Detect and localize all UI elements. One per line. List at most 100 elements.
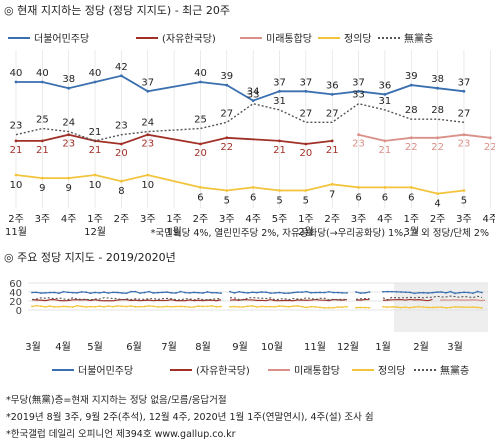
trend-point-justice: [125, 305, 128, 308]
x-tick-week: 1주: [298, 214, 314, 225]
trend-point-justice: [269, 305, 272, 308]
trend-point-democratic: [44, 292, 47, 294]
trend-line-nonpartisan: [229, 297, 348, 301]
trend-point-democratic: [319, 291, 321, 294]
data-label-nonpartisan: 25: [194, 115, 207, 126]
data-point-justice: [436, 192, 439, 196]
trend-point-democratic: [175, 292, 177, 294]
trend-point-democratic: [314, 291, 317, 294]
data-point-justice: [251, 186, 255, 189]
trend-point-justice: [206, 305, 209, 308]
x-tick-week: 3주: [456, 214, 472, 225]
data-label-justice: 9: [66, 183, 72, 194]
trend-point-justice: [391, 306, 393, 308]
data-point-justice: [409, 186, 413, 189]
trend-point-justice: [359, 306, 362, 309]
trend-point-democratic: [332, 291, 335, 294]
data-label-nonpartisan: 31: [379, 96, 392, 107]
data-point-democratic: [436, 86, 439, 90]
data-label-united: 22: [484, 142, 495, 153]
x-tick-month: 11월: [5, 226, 27, 238]
trend-point-justice: [67, 305, 69, 308]
trend-point-justice: [395, 306, 398, 308]
trend-point-democratic: [440, 291, 443, 293]
data-point-democratic: [14, 80, 18, 84]
legend-label-democratic: 더불어민주당: [34, 33, 89, 45]
data-label-democratic: 37: [273, 77, 286, 88]
series-line-justice: [15, 174, 465, 195]
trend-point-justice: [409, 306, 411, 309]
data-point-democratic: [278, 89, 281, 93]
data-label-justice: 10: [89, 180, 102, 191]
data-label-justice: 4: [434, 199, 440, 210]
data-point-democratic: [357, 89, 360, 93]
x-tick-month: 12월: [337, 341, 359, 353]
x-tick-week: 4주: [245, 214, 261, 225]
trend-point-democratic: [76, 291, 78, 294]
data-point-justice: [330, 182, 334, 186]
trend-point-democratic: [472, 292, 474, 295]
trend-point-justice: [40, 305, 42, 308]
data-point-liberty: [120, 142, 123, 146]
trend-point-democratic: [418, 291, 420, 294]
trend-point-democratic: [382, 290, 384, 293]
trend-point-democratic: [328, 290, 330, 293]
trend-line-united: [439, 299, 486, 302]
trend-point-justice: [242, 306, 245, 308]
trend-point-democratic: [157, 291, 159, 294]
data-point-justice: [14, 173, 18, 177]
x-tick-week: 4주: [377, 214, 393, 225]
trend-point-justice: [193, 306, 195, 308]
trend-point-democratic: [197, 291, 200, 294]
data-point-liberty: [225, 136, 229, 140]
trend-point-democratic: [400, 291, 402, 293]
trend-point-justice: [134, 305, 137, 308]
trend-point-democratic: [242, 291, 245, 294]
trend-point-democratic: [184, 291, 186, 294]
legend-recent: 더불어민주당 (자유한국당) 미래통합당 정의당 無黨층: [8, 32, 433, 45]
trend-point-democratic: [98, 292, 101, 294]
data-point-democratic: [462, 89, 466, 93]
x-tick-week: 2주: [193, 214, 209, 225]
data-point-democratic: [225, 83, 229, 87]
data-point-united: [383, 139, 387, 143]
trend-point-justice: [413, 306, 416, 308]
trend-point-justice: [310, 305, 312, 308]
trend-point-justice: [301, 305, 303, 308]
trend-point-democratic: [427, 292, 429, 294]
trend-point-justice: [233, 305, 236, 308]
data-point-democratic: [330, 93, 334, 96]
x-tick-month: 2월: [413, 341, 429, 353]
trend-point-democratic: [278, 291, 281, 294]
trend-point-justice: [292, 305, 294, 308]
trend-point-justice: [85, 306, 87, 308]
series-line-democratic: [16, 74, 465, 102]
legend-yearly: 더불어민주당 (자유한국당) 미래통합당 정의당 無黨층: [52, 364, 469, 377]
footnote-skip: *2019년 8월 3주, 9월 2주(추석), 12월 4주, 2020년 1…: [6, 412, 374, 423]
x-tick-week: 1주: [87, 214, 103, 225]
trend-line-liberty: [229, 298, 348, 302]
trend-point-justice: [431, 306, 434, 309]
data-label-justice: 6: [382, 192, 388, 203]
trend-line-nonpartisan: [382, 295, 483, 301]
trend-point-democratic: [449, 290, 452, 293]
x-tick-month: 3월: [25, 341, 41, 353]
trend-point-justice: [44, 305, 47, 308]
trend-point-justice: [472, 306, 474, 309]
trend-point-democratic: [364, 291, 366, 294]
chart-grid: [15, 50, 491, 208]
x-tick-month: 11월: [304, 341, 326, 353]
trend-point-democratic: [355, 291, 357, 293]
trend-point-democratic: [188, 292, 191, 294]
trend-point-democratic: [80, 291, 83, 293]
data-label-nonpartisan: 24: [62, 118, 75, 129]
chart-note: *국민의당 4%, 열린민주당 2%, 자유공화당(→우리공화당) 1%, 그 …: [150, 228, 489, 239]
trend-point-democratic: [193, 291, 195, 294]
x-tick-month: 7월: [161, 341, 177, 353]
data-point-united: [436, 136, 439, 140]
data-label-justice: 6: [355, 192, 361, 203]
trend-point-democratic: [58, 292, 60, 295]
data-point-liberty: [304, 142, 308, 146]
trend-point-democratic: [337, 291, 339, 294]
